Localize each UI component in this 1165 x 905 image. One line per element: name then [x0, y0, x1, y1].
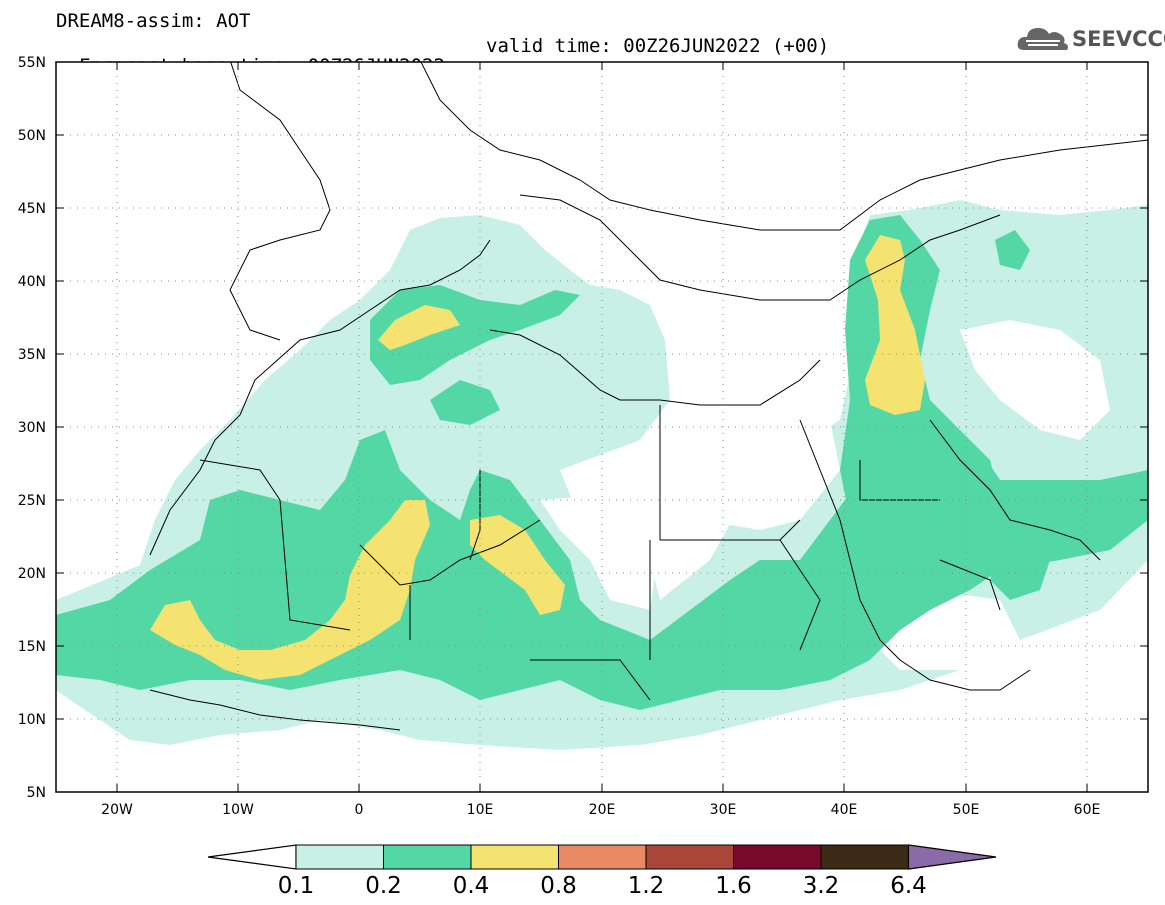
lon-tick-label: 40E — [831, 802, 858, 818]
lat-tick-label: 20N — [18, 566, 46, 582]
lon-tick-label: 30E — [710, 802, 737, 818]
lat-tick-label: 35N — [18, 347, 46, 363]
colorbar-low-arrow — [207, 844, 297, 870]
lat-lon-grid — [56, 62, 1148, 792]
lat-tick-label: 25N — [18, 493, 46, 509]
lat-tick-label: 50N — [18, 128, 46, 144]
lat-tick-label: 45N — [18, 201, 46, 217]
logo-text: SEEVCCC — [1072, 27, 1165, 51]
aot-band-0.4 — [150, 235, 925, 680]
lon-tick-label: 10W — [222, 802, 254, 818]
cloud-icon — [1017, 28, 1068, 50]
lat-tick-label: 30N — [18, 420, 46, 436]
lat-tick-label: 10N — [18, 712, 46, 728]
colorbar-segment — [733, 844, 822, 870]
lat-tick-label: 5N — [27, 785, 46, 801]
lat-tick-label: 15N — [18, 639, 46, 655]
borders — [149, 62, 1148, 731]
colorbar-high-arrow — [907, 844, 997, 870]
colorbar: 0.1 0.2 0.4 0.8 1.2 1.6 3.2 6.4 — [207, 844, 997, 899]
axis-ticks — [56, 61, 1148, 793]
colorbar-segment — [383, 844, 472, 870]
model-title: DREAM8-assim: AOT — [56, 10, 251, 32]
colorbar-label: 6.4 — [890, 873, 927, 899]
lon-tick-label: 20W — [101, 802, 133, 818]
colorbar-segment — [470, 844, 559, 870]
lon-tick-label: 0 — [355, 802, 364, 818]
lon-tick-label: 50E — [953, 802, 980, 818]
colorbar-label: 0.8 — [540, 873, 577, 899]
lon-tick-label: 10E — [467, 802, 494, 818]
lat-tick-label: 55N — [18, 55, 46, 71]
colorbar-label: 3.2 — [803, 873, 840, 899]
colorbar-label: 0.1 — [278, 873, 315, 899]
colorbar-segment — [558, 844, 647, 870]
lon-tick-label: 20E — [589, 802, 616, 818]
colorbar-segment — [645, 844, 734, 870]
lat-axis: 55N 50N 45N 40N 35N 30N 25N 20N 15N 10N … — [18, 55, 46, 801]
lon-tick-label: 60E — [1074, 802, 1101, 818]
colorbar-segment — [820, 844, 909, 870]
colorbar-label: 0.2 — [365, 873, 402, 899]
colorbar-label: 0.4 — [453, 873, 490, 899]
valid-time-text: valid time: 00Z26JUN2022 (+00) — [486, 35, 830, 57]
colorbar-label: 1.6 — [715, 873, 752, 899]
colorbar-label: 1.2 — [628, 873, 665, 899]
lat-tick-label: 40N — [18, 274, 46, 290]
lon-axis: 20W 10W 0 10E 20E 30E 40E 50E 60E — [101, 802, 1100, 818]
seevccc-logo: SEEVCCC — [1016, 24, 1165, 56]
colorbar-segment — [295, 844, 384, 870]
